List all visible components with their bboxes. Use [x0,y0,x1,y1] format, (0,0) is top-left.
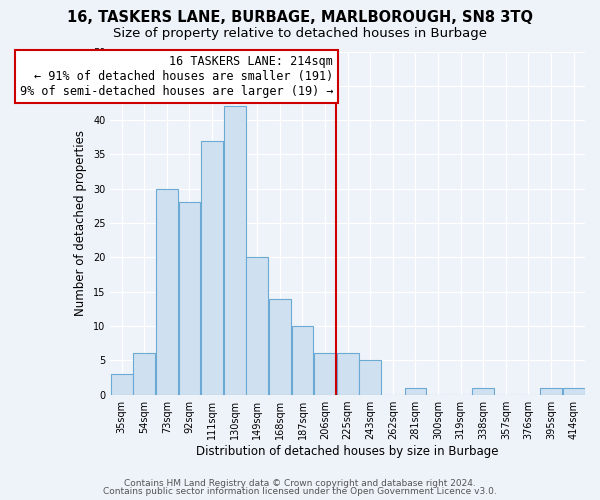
Bar [247,258,268,394]
Bar [179,202,200,394]
Bar [359,360,381,394]
Bar [314,354,336,395]
Text: Contains HM Land Registry data © Crown copyright and database right 2024.: Contains HM Land Registry data © Crown c… [124,478,476,488]
Text: Contains public sector information licensed under the Open Government Licence v3: Contains public sector information licen… [103,487,497,496]
Bar [224,106,245,395]
Bar [201,140,223,394]
Text: 16 TASKERS LANE: 214sqm
← 91% of detached houses are smaller (191)
9% of semi-de: 16 TASKERS LANE: 214sqm ← 91% of detache… [20,55,333,98]
Y-axis label: Number of detached properties: Number of detached properties [74,130,88,316]
Bar [133,354,155,395]
Bar [540,388,562,394]
Bar [292,326,313,394]
Bar [269,298,291,394]
Bar [563,388,584,394]
Bar [156,188,178,394]
Text: Size of property relative to detached houses in Burbage: Size of property relative to detached ho… [113,28,487,40]
Bar [472,388,494,394]
X-axis label: Distribution of detached houses by size in Burbage: Distribution of detached houses by size … [196,444,499,458]
Bar [111,374,133,394]
Text: 16, TASKERS LANE, BURBAGE, MARLBOROUGH, SN8 3TQ: 16, TASKERS LANE, BURBAGE, MARLBOROUGH, … [67,10,533,25]
Bar [404,388,427,394]
Bar [337,354,359,395]
